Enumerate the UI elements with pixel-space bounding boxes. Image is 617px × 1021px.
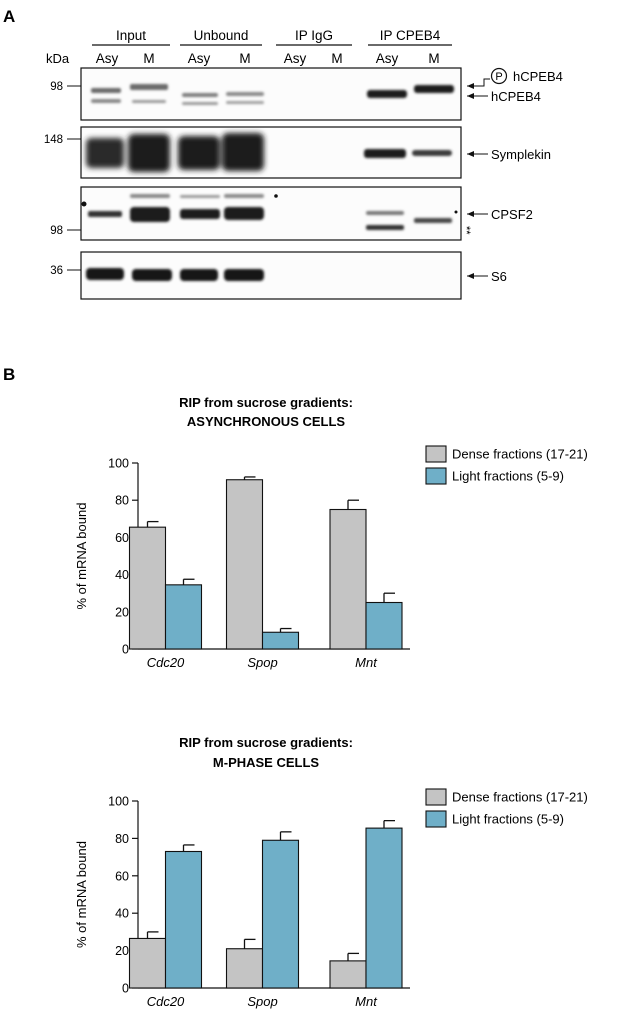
group-label-ip-igg: IP IgG [295,28,333,43]
lane-label: Asy [96,51,119,66]
marker-label: 148 [44,134,63,146]
y-tick-label: 20 [115,605,129,619]
y-tick-label: 60 [115,531,129,545]
chart-asynchronous: RIP from sucrose gradients: ASYNCHRONOUS … [74,395,588,670]
bar [164,850,203,989]
band-group [86,133,264,172]
marker-label: 98 [50,81,63,93]
group-headers: Input Unbound IP IgG IP CPEB4 [92,28,452,46]
y-tick-label: 100 [108,795,129,809]
arrow-head [467,211,474,217]
kda-label: kDa [46,51,70,66]
y-tick-label: 80 [115,494,129,508]
legend-swatch [425,788,447,806]
chart-title: RIP from sucrose gradients: [179,735,353,750]
arrow-head [467,83,474,89]
y-tick-label: 60 [115,869,129,883]
phospho-letter: P [495,71,502,83]
band-group [88,194,264,222]
y-tick-label: 0 [122,982,129,996]
y-tick-label: 0 [122,643,129,657]
group-label-input: Input [116,28,146,43]
lane-label: Asy [284,51,307,66]
bar [365,827,403,989]
y-axis-label: % of mRNA bound [74,841,89,948]
x-tick-label: Cdc20 [147,655,185,670]
bar [261,839,300,989]
band-group [86,268,264,281]
lane-label: M [331,51,342,66]
chart-title: RIP from sucrose gradients: [179,395,353,410]
marker-label: 36 [50,265,63,277]
x-tick-label: Mnt [355,655,378,670]
y-tick-label: 20 [115,944,129,958]
band-group [367,85,454,98]
phospho-symbol [490,67,508,85]
arrow-head [467,151,474,157]
legend-swatch [425,810,447,828]
panel-b-letter: B [3,365,15,384]
arrow-head [467,273,474,279]
lane-labels: Asy M Asy M Asy M Asy M [96,51,440,66]
group-label-ip-cpeb4: IP CPEB4 [380,28,441,43]
blot-dot [274,194,278,198]
blot-symplekin: 148 Symplekin [44,126,551,179]
y-tick-label: 40 [115,568,129,582]
y-tick-label: 100 [108,457,129,471]
chart-subtitle: M-PHASE CELLS [213,755,320,770]
marker-label: 98 [50,225,63,237]
x-tick-label: Mnt [355,994,378,1009]
legend-swatch [425,467,447,485]
y-tick-label: 40 [115,907,129,921]
y-axis-label: % of mRNA bound [74,503,89,610]
blot-hcpeb4: 98 P hCPEB4 hCPEB4 [50,67,563,121]
bar [128,937,167,989]
label-s6: S6 [491,269,507,284]
band-group [91,84,264,105]
bar [225,479,264,650]
x-tick-label: Spop [247,994,277,1009]
band-group [366,211,452,230]
asterisks: ** [460,226,472,235]
bar [329,960,367,989]
panel-a-letter: A [3,7,15,26]
bar [128,526,167,650]
arrow-line [467,78,490,87]
bar [365,601,403,650]
blot-dot [454,210,458,214]
arrow-head [467,93,474,99]
legend-label: Dense fractions (17-21) [452,790,588,805]
bar [261,631,300,650]
legend-label: Light fractions (5-9) [452,812,564,827]
blot-cpsf2: 98 CPSF2 ** [50,186,533,241]
chart-subtitle: ASYNCHRONOUS CELLS [187,414,346,429]
bar [225,948,264,989]
bar [329,508,367,650]
group-label-unbound: Unbound [194,28,249,43]
chart-m-phase: RIP from sucrose gradients: M-PHASE CELLS… [74,735,588,1009]
label-cpsf2: CPSF2 [491,207,533,222]
legend-swatch [425,445,447,463]
label-phospho-hcpeb4: hCPEB4 [513,69,563,84]
legend-label: Dense fractions (17-21) [452,447,588,462]
x-tick-label: Spop [247,655,277,670]
blot-s6: 36 S6 [50,251,507,300]
x-tick-label: Cdc20 [147,994,185,1009]
y-tick-label: 80 [115,832,129,846]
lane-label: M [143,51,154,66]
bar [164,584,203,650]
lane-label: M [428,51,439,66]
lane-label: Asy [376,51,399,66]
label-hcpeb4: hCPEB4 [491,89,541,104]
band-group [364,149,452,158]
label-symplekin: Symplekin [491,147,551,162]
legend-label: Light fractions (5-9) [452,469,564,484]
lane-label: M [239,51,250,66]
blot-dot [81,201,87,207]
lane-label: Asy [188,51,211,66]
